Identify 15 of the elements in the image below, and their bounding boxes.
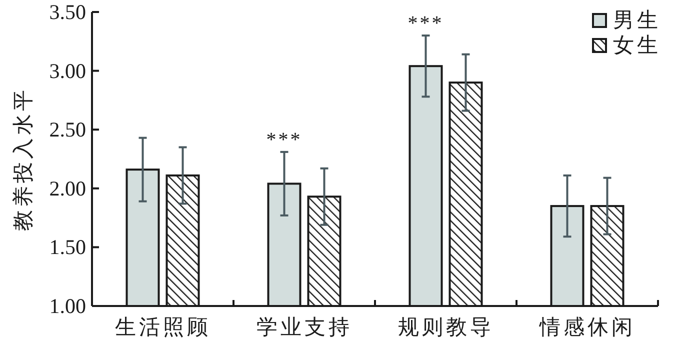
x-tick-label: 学业支持 bbox=[256, 315, 352, 339]
y-tick-label: 2.50 bbox=[49, 118, 86, 142]
y-tick-label: 3.50 bbox=[49, 0, 86, 24]
y-tick-label: 1.50 bbox=[49, 235, 86, 260]
x-tick-label: 生活照顾 bbox=[114, 315, 211, 339]
y-tick-label: 2.00 bbox=[49, 176, 86, 200]
annotation: *** bbox=[266, 128, 302, 151]
y-tick-label: 1.00 bbox=[49, 294, 86, 318]
legend-label: 女生 bbox=[613, 33, 661, 57]
x-tick-label: 情感休闲 bbox=[538, 315, 636, 339]
legend-label: 男生 bbox=[613, 8, 661, 32]
y-tick-label: 3.00 bbox=[49, 58, 86, 83]
annotation: *** bbox=[408, 12, 444, 35]
x-tick-label: 规则教导 bbox=[398, 315, 494, 339]
y-axis-title: 教养投入水平 bbox=[11, 87, 35, 231]
